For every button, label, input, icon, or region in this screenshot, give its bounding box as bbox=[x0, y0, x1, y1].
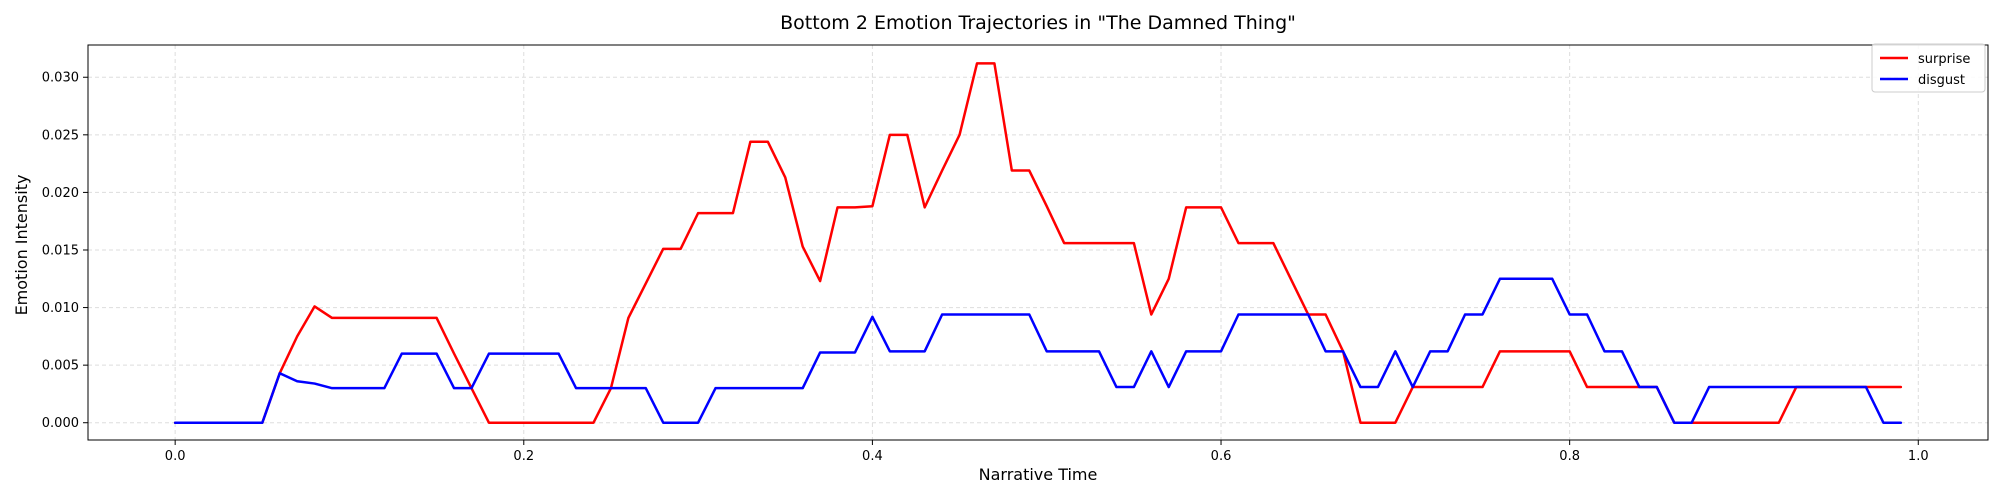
y-tick-label: 0.020 bbox=[42, 186, 79, 201]
series-line-disgust bbox=[173, 277, 1903, 424]
y-axis-title: Emotion Intensity bbox=[12, 175, 31, 316]
grid bbox=[88, 45, 1988, 440]
series-line-surprise bbox=[173, 62, 1903, 424]
y-tick-label: 0.005 bbox=[42, 359, 79, 374]
y-tick-label: 0.010 bbox=[42, 301, 79, 316]
y-tick-label: 0.015 bbox=[42, 243, 79, 258]
y-tick-label: 0.000 bbox=[42, 416, 79, 431]
y-tick-label: 0.030 bbox=[42, 71, 79, 86]
chart-title: Bottom 2 Emotion Trajectories in "The Da… bbox=[780, 12, 1296, 34]
x-tick-label: 0.4 bbox=[862, 449, 883, 464]
x-tick-label: 0.0 bbox=[165, 449, 186, 464]
legend-label-disgust: disgust bbox=[1918, 73, 1965, 88]
legend-label-surprise: surprise bbox=[1918, 52, 1970, 67]
y-tick-label: 0.025 bbox=[42, 128, 79, 143]
x-tick-label: 0.6 bbox=[1211, 449, 1232, 464]
x-axis-title: Narrative Time bbox=[979, 465, 1098, 484]
x-tick-label: 0.2 bbox=[513, 449, 534, 464]
x-tick-label: 0.8 bbox=[1559, 449, 1580, 464]
x-tick-label: 1.0 bbox=[1908, 449, 1929, 464]
plot-frame bbox=[87, 44, 1989, 441]
legend: surprise disgust bbox=[1871, 43, 1986, 93]
y-axis-ticks: 0.000 0.005 0.010 0.015 0.020 0.025 0.030 bbox=[42, 71, 88, 431]
series-lines bbox=[173, 62, 1903, 424]
x-axis-ticks: 0.0 0.2 0.4 0.6 0.8 1.0 bbox=[165, 440, 1929, 464]
